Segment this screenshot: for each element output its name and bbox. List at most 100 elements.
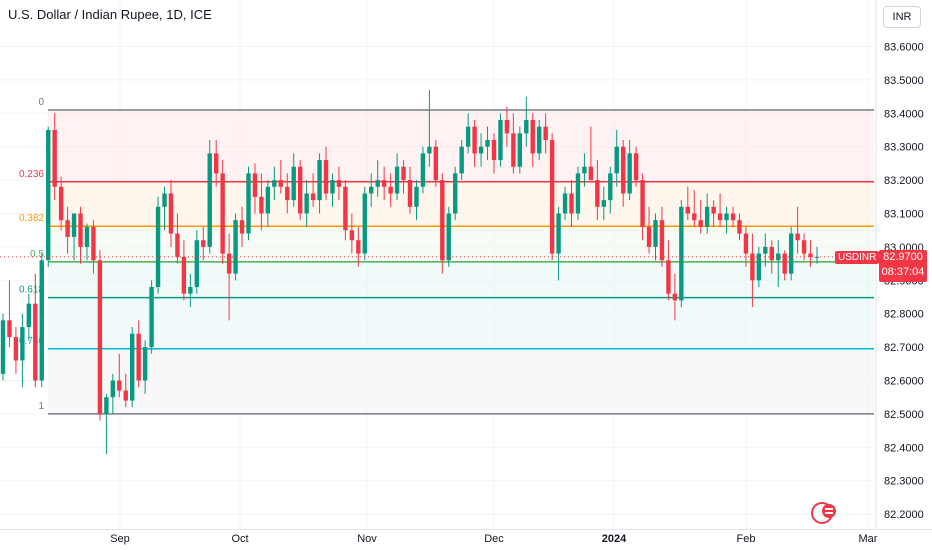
- y-tick-label: 82.8000: [884, 309, 924, 321]
- candle-body: [595, 180, 600, 207]
- candle-body: [459, 146, 464, 174]
- candle-body: [692, 213, 697, 221]
- x-tick-label: Feb: [737, 533, 756, 545]
- candle-body: [285, 186, 290, 201]
- candle-body: [33, 303, 38, 381]
- candle-body: [207, 153, 212, 247]
- candle-body: [233, 220, 238, 274]
- candle-body: [575, 173, 581, 214]
- fib-level-label: 1: [38, 401, 44, 412]
- y-tick-label: 83.6000: [884, 42, 924, 54]
- candle-body: [433, 146, 439, 181]
- candle-body: [407, 180, 413, 207]
- fib-level-label: 0: [38, 97, 44, 108]
- candle-body: [297, 166, 303, 214]
- candle-body: [7, 320, 12, 338]
- x-tick-label: Oct: [231, 533, 248, 545]
- candle-body: [511, 133, 516, 167]
- x-tick-label: Sep: [110, 533, 130, 545]
- candle-body: [640, 180, 645, 227]
- y-tick-label: 82.3000: [884, 476, 924, 488]
- candle-body: [188, 286, 193, 294]
- candle-body: [239, 220, 245, 234]
- candle-body: [317, 160, 322, 201]
- fib-level-label: 0.382: [19, 213, 44, 224]
- candle-body: [91, 226, 96, 261]
- candle-body: [213, 153, 219, 174]
- y-tick-label: 82.5000: [884, 409, 924, 421]
- candle-body: [685, 206, 690, 214]
- candle-body: [446, 213, 451, 261]
- candle-body: [750, 253, 755, 281]
- candle-body: [246, 173, 251, 234]
- fib-level-label: 0.618: [19, 285, 44, 296]
- candle-body: [465, 126, 471, 147]
- candle-body: [478, 146, 484, 154]
- candle-body: [724, 213, 729, 221]
- time-axis[interactable]: Sep Oct Nov Dec 2024 Feb Mar: [0, 529, 932, 546]
- x-tick-label: Dec: [484, 533, 504, 545]
- candle-body: [776, 253, 781, 261]
- candle-body: [349, 230, 355, 241]
- candle-body: [679, 206, 684, 301]
- tradingview-logo-icon[interactable]: [811, 502, 836, 524]
- candle-body: [524, 119, 529, 134]
- fib-zone: [48, 181, 874, 227]
- y-tick-label: 83.1000: [884, 209, 924, 221]
- candle-body: [530, 119, 535, 154]
- candle-body: [569, 193, 574, 214]
- candle-body: [46, 130, 51, 261]
- currency-button[interactable]: INR: [883, 6, 921, 28]
- candle-body: [549, 140, 555, 254]
- candle-body: [394, 166, 400, 194]
- candle-body: [304, 193, 309, 214]
- candle-body: [517, 133, 523, 167]
- candle-body: [104, 397, 109, 414]
- y-tick-label: 83.3000: [884, 142, 924, 154]
- candle-body: [730, 213, 736, 221]
- candle-body: [666, 260, 671, 294]
- candle-body: [310, 193, 316, 201]
- candle-body: [698, 220, 703, 227]
- candle-body: [278, 180, 283, 187]
- candle-body: [168, 193, 174, 234]
- fib-zone: [48, 261, 874, 298]
- candle-body: [588, 166, 594, 181]
- candle-body: [110, 380, 116, 398]
- chart-title: U.S. Dollar / Indian Rupee, 1D, ICE: [8, 7, 212, 22]
- candlestick-series: [0, 89, 874, 454]
- candle-body: [717, 213, 723, 221]
- candle-body: [472, 126, 477, 154]
- candle-body: [653, 220, 658, 247]
- candle-body: [136, 333, 141, 381]
- candle-body: [627, 153, 632, 194]
- candle-body: [582, 166, 587, 174]
- fib-level-label: 0.786: [19, 336, 44, 347]
- candle-body: [142, 347, 148, 381]
- fibonacci-retracement[interactable]: 0 0.236 0.382 0.5 0.618 0.786 1: [19, 97, 874, 415]
- candle-body: [117, 380, 122, 391]
- candle-body: [130, 333, 135, 401]
- candle-body: [704, 206, 710, 227]
- y-tick-label: 82.6000: [884, 376, 924, 388]
- candle-body: [155, 206, 161, 287]
- candle-body: [556, 213, 561, 254]
- candle-body: [537, 126, 542, 154]
- candle-body: [78, 213, 83, 247]
- candle-body: [194, 240, 200, 287]
- candle-body: [0, 320, 6, 374]
- x-tick-label: Mar: [859, 533, 878, 545]
- candle-body: [420, 153, 426, 187]
- y-tick-label: 83.4000: [884, 108, 924, 120]
- candle-body: [71, 213, 77, 237]
- candle-body: [343, 186, 348, 231]
- candle-body: [226, 253, 232, 274]
- candle-body: [543, 126, 548, 141]
- fib-level-label: 0.236: [19, 169, 44, 180]
- candle-body: [97, 260, 103, 414]
- candle-body: [498, 119, 503, 161]
- candle-body: [782, 253, 787, 274]
- candle-body: [756, 253, 762, 281]
- candle-body: [20, 327, 25, 361]
